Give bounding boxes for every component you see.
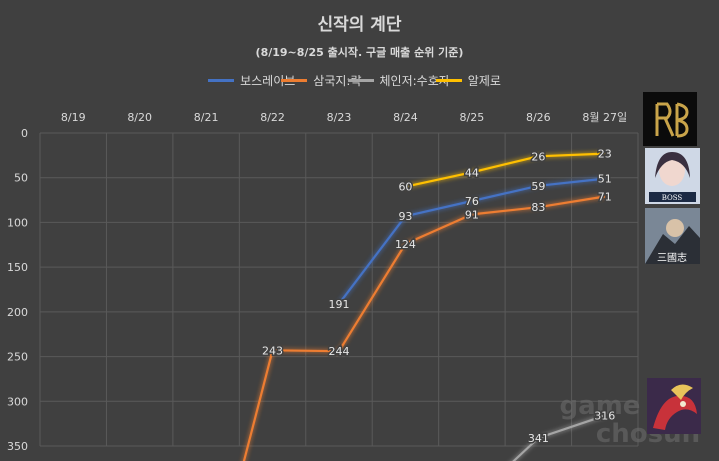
samguk-logo-icon: 三國志 — [645, 208, 700, 264]
legend-swatch-bossrave — [208, 79, 235, 82]
y-tick-label: 150 — [7, 261, 28, 274]
x-tick-label: 8/23 — [327, 111, 352, 124]
y-tick-label: 300 — [7, 395, 28, 408]
chart-subtitle: (8/19~8/25 출시작. 구글 매출 순위 기준) — [255, 46, 464, 59]
x-tick-label: 8/19 — [61, 111, 86, 124]
data-label: 341 — [528, 432, 549, 445]
y-tick-label: 200 — [7, 306, 28, 319]
legend-swatch-alzero — [435, 79, 462, 82]
series-line-3 — [405, 152, 605, 188]
legend-swatch-samguk — [281, 79, 308, 82]
data-label: 316 — [594, 410, 615, 423]
x-tick-label: 8월 27일 — [582, 110, 627, 124]
series-line-2 — [512, 414, 606, 461]
y-tick-label: 250 — [7, 351, 28, 364]
data-label: 244 — [329, 345, 350, 358]
data-label: 23 — [598, 148, 612, 161]
watermark-game: game — [560, 391, 641, 421]
x-tick-label: 8/22 — [260, 111, 285, 124]
legend-item-bossrave: 보스레이브 — [208, 72, 295, 89]
legend-label-changer: 체인저:수호자 — [379, 74, 450, 88]
legend: 보스레이브 삼국지:략 체인저:수호자 알제로 — [0, 72, 719, 89]
x-tick-label: 8/20 — [127, 111, 152, 124]
legend-label-bossrave: 보스레이브 — [240, 74, 296, 88]
x-tick-label: 8/25 — [460, 111, 485, 124]
x-tick-label: 8/24 — [393, 111, 418, 124]
legend-label-samguk: 삼국지:략 — [313, 74, 362, 88]
svg-text:BOSS: BOSS — [662, 194, 683, 202]
data-label: 71 — [598, 190, 612, 203]
changer-logo-icon — [647, 378, 701, 434]
y-tick-label: 100 — [7, 216, 28, 229]
data-label: 124 — [395, 238, 416, 251]
data-label: 83 — [531, 201, 545, 214]
data-label: 91 — [465, 208, 479, 221]
y-tick-label: 0 — [21, 127, 28, 140]
data-label: 191 — [329, 298, 350, 311]
legend-item-alzero: 알제로 — [435, 72, 501, 89]
svg-text:三國志: 三國志 — [657, 251, 687, 264]
y-tick-label: 350 — [7, 440, 28, 453]
legend-item-changer: 체인저:수호자 — [347, 72, 450, 89]
alzero-logo-icon — [643, 92, 697, 146]
legend-label-alzero: 알제로 — [467, 74, 501, 88]
legend-item-samguk: 삼국지:략 — [281, 72, 362, 89]
data-label: 51 — [598, 173, 612, 186]
data-label: 44 — [465, 166, 479, 179]
data-label: 59 — [531, 180, 545, 193]
data-label: 76 — [465, 195, 479, 208]
series-line-1 — [242, 195, 605, 461]
y-tick-label: 50 — [14, 172, 28, 185]
data-label: 93 — [398, 210, 412, 223]
bossrave-logo-icon: BOSS — [645, 148, 700, 204]
chart-title: 신작의 계단 — [317, 15, 402, 35]
data-label: 26 — [531, 150, 545, 163]
data-label: 60 — [398, 181, 412, 194]
series-line-0 — [338, 177, 605, 305]
x-tick-label: 8/21 — [194, 111, 219, 124]
legend-swatch-changer — [347, 79, 374, 82]
x-tick-label: 8/26 — [526, 111, 551, 124]
data-label: 243 — [262, 344, 283, 357]
